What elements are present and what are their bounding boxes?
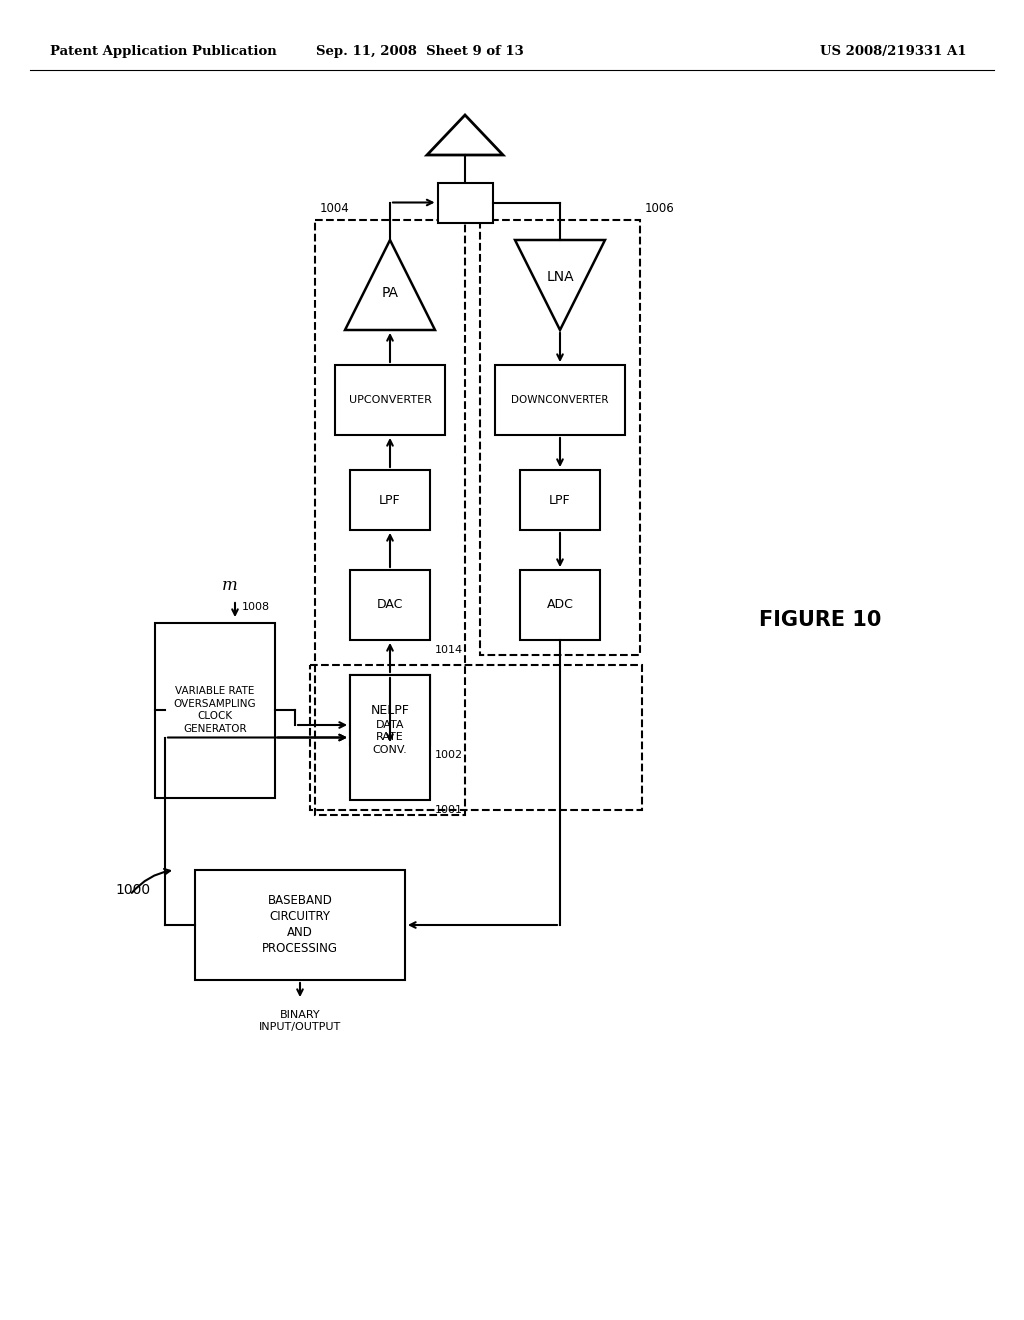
- Text: DAC: DAC: [377, 598, 403, 611]
- Bar: [350, 675, 430, 800]
- Text: DOWNCONVERTER: DOWNCONVERTER: [511, 395, 608, 405]
- Bar: [310, 665, 642, 810]
- Text: Sep. 11, 2008  Sheet 9 of 13: Sep. 11, 2008 Sheet 9 of 13: [316, 45, 524, 58]
- Bar: [520, 470, 600, 531]
- Bar: [480, 220, 640, 655]
- Bar: [335, 366, 445, 436]
- Text: NELPF: NELPF: [371, 704, 410, 717]
- Text: LNA: LNA: [546, 271, 573, 284]
- Text: m: m: [222, 577, 238, 594]
- Bar: [437, 182, 493, 223]
- Text: 1014: 1014: [435, 645, 463, 655]
- Text: Patent Application Publication: Patent Application Publication: [50, 45, 276, 58]
- Bar: [195, 870, 406, 979]
- Text: LPF: LPF: [549, 494, 570, 507]
- Text: BINARY
INPUT/OUTPUT: BINARY INPUT/OUTPUT: [259, 1010, 341, 1032]
- Text: 1008: 1008: [242, 602, 270, 612]
- Text: 1006: 1006: [645, 202, 675, 215]
- Text: 1002: 1002: [435, 750, 463, 760]
- Bar: [350, 675, 430, 744]
- Text: US 2008/219331 A1: US 2008/219331 A1: [820, 45, 967, 58]
- Bar: [495, 366, 625, 436]
- Text: 1004: 1004: [319, 202, 350, 215]
- Bar: [350, 570, 430, 640]
- Bar: [315, 220, 465, 814]
- Text: DATA
RATE
CONV.: DATA RATE CONV.: [373, 721, 408, 755]
- Bar: [350, 470, 430, 531]
- Text: 1000: 1000: [115, 883, 151, 898]
- Text: LPF: LPF: [379, 494, 400, 507]
- Text: ADC: ADC: [547, 598, 573, 611]
- Text: UPCONVERTER: UPCONVERTER: [348, 395, 431, 405]
- Text: VARIABLE RATE
OVERSAMPLING
CLOCK
GENERATOR: VARIABLE RATE OVERSAMPLING CLOCK GENERAT…: [174, 686, 256, 734]
- Text: PA: PA: [382, 286, 398, 300]
- Text: BASEBAND
CIRCUITRY
AND
PROCESSING: BASEBAND CIRCUITRY AND PROCESSING: [262, 895, 338, 956]
- Text: FIGURE 10: FIGURE 10: [759, 610, 882, 630]
- Text: 1001: 1001: [435, 805, 463, 814]
- Bar: [155, 623, 275, 797]
- Bar: [520, 570, 600, 640]
